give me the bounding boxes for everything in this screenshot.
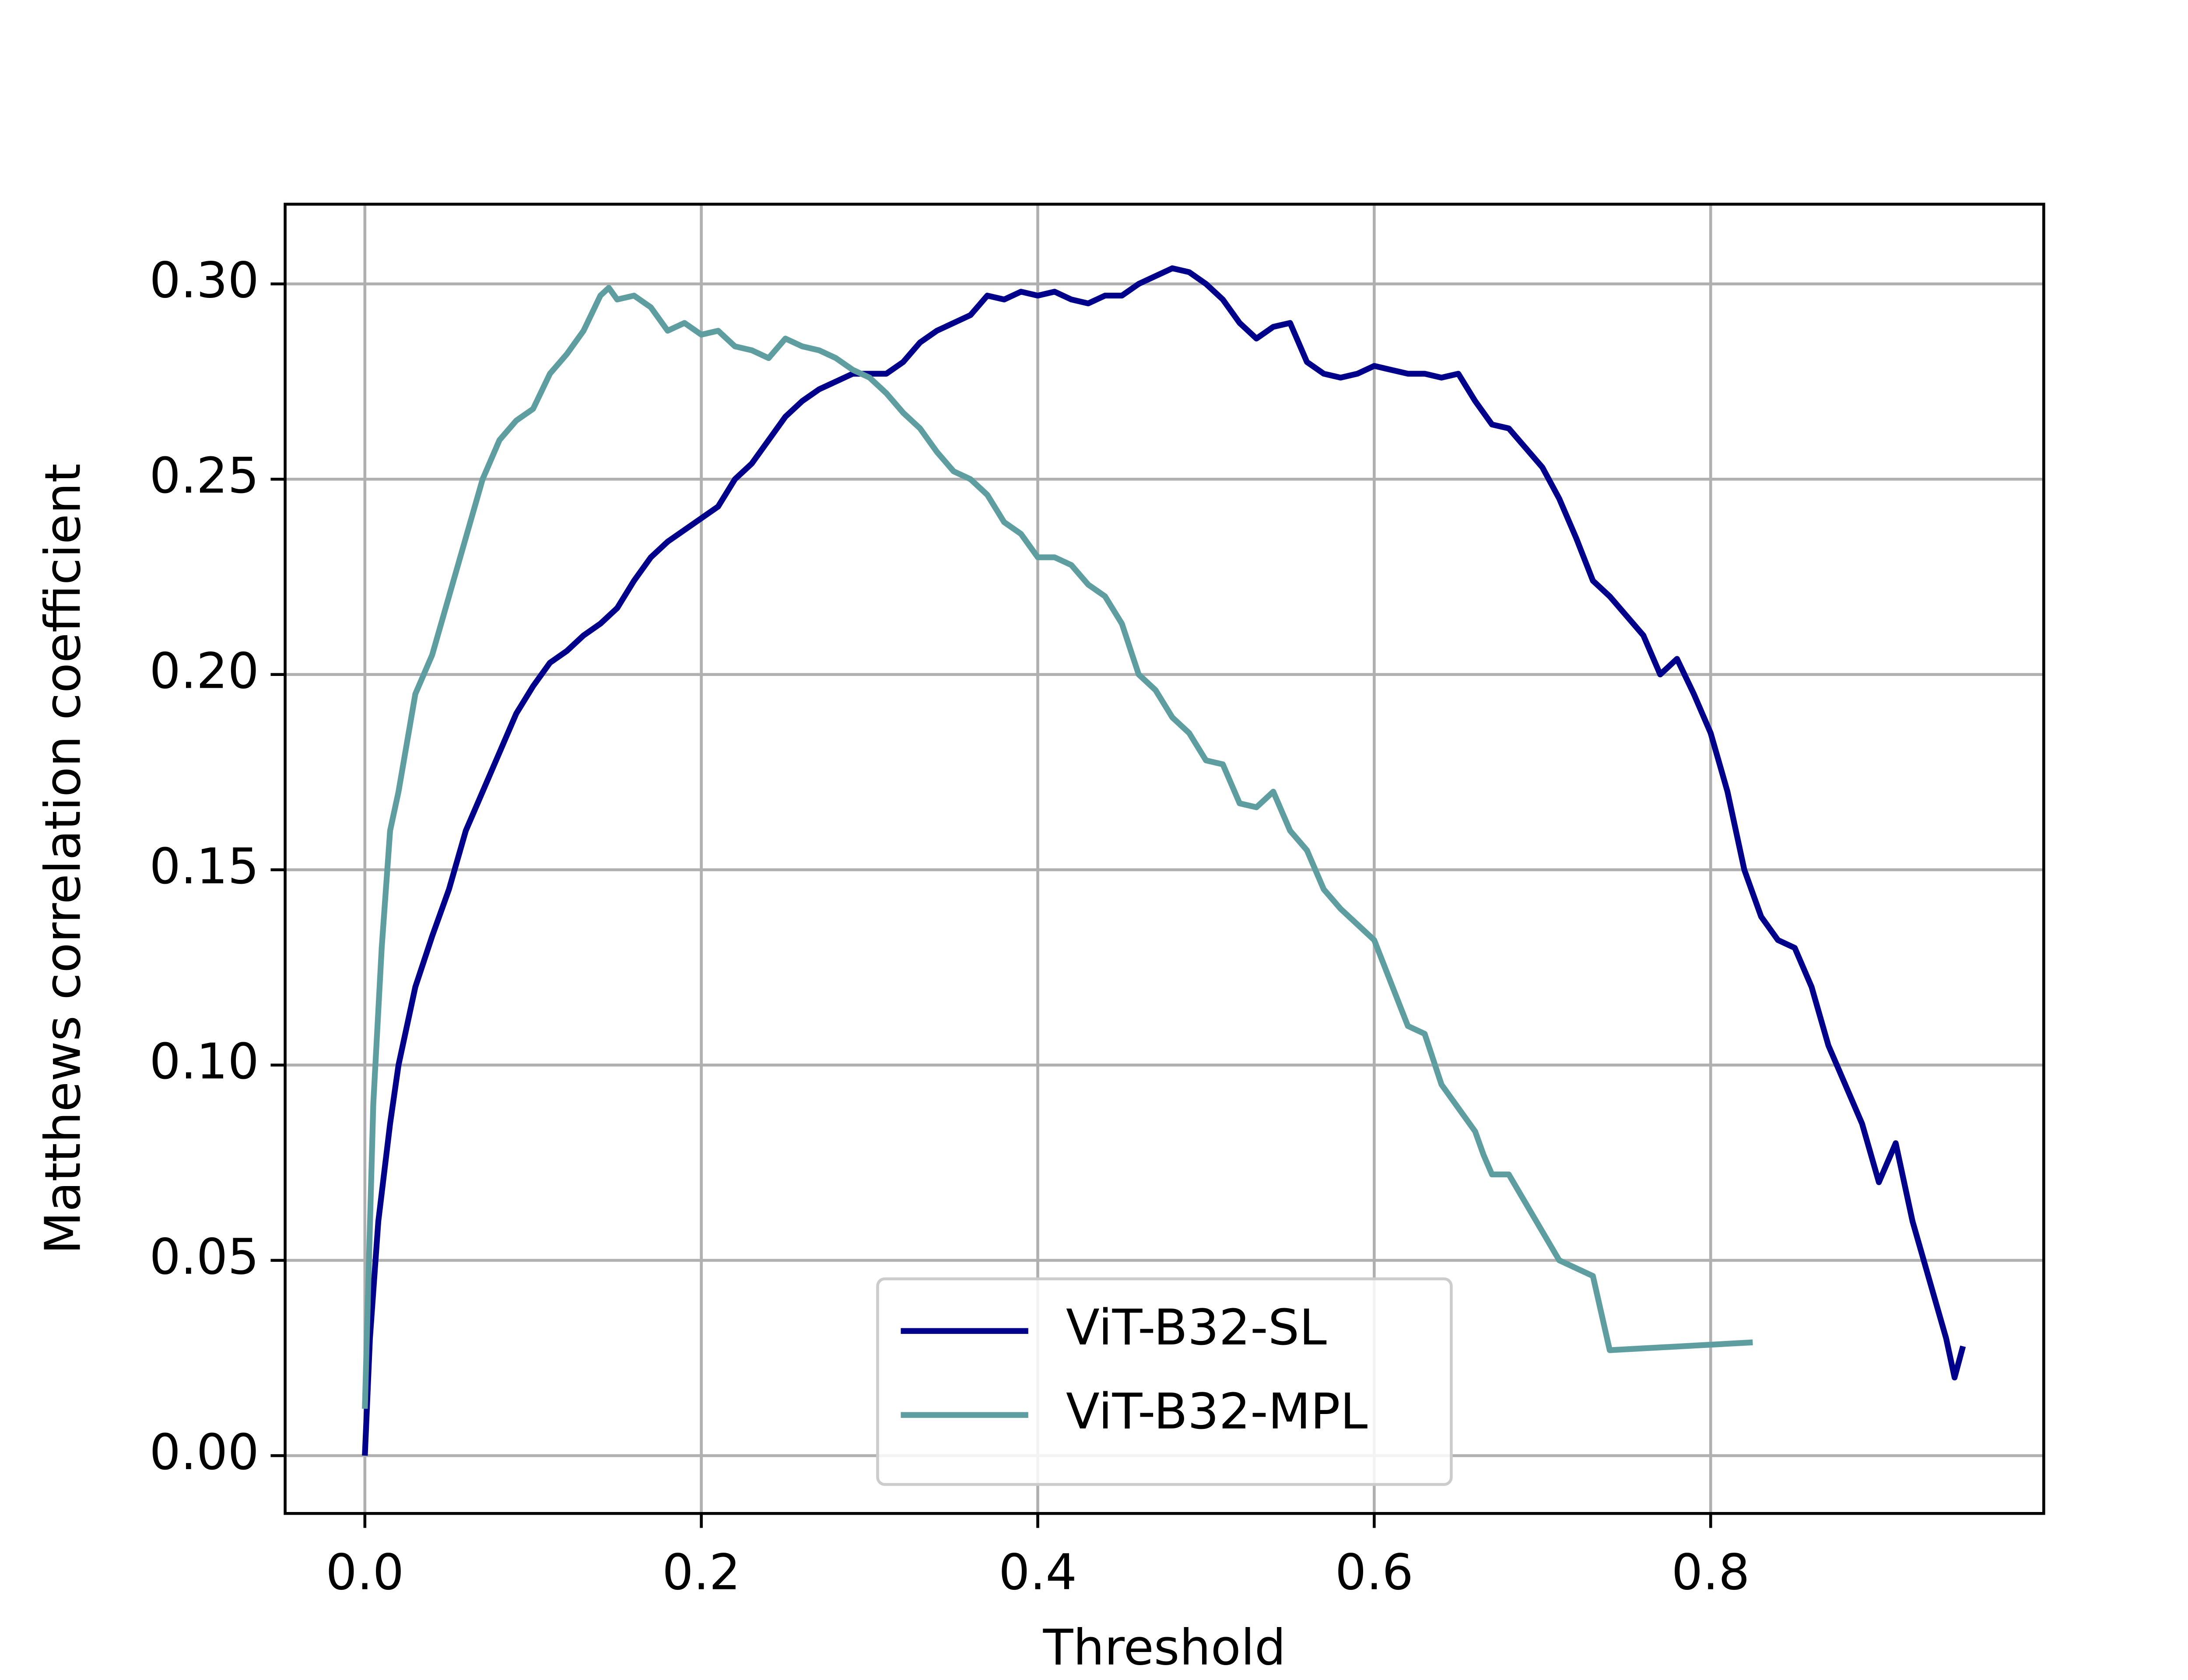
y-tick-label: 0.05 bbox=[149, 1228, 259, 1286]
x-tick-label: 0.2 bbox=[662, 1544, 740, 1601]
plot-frame bbox=[284, 203, 2045, 1515]
y-tick-label: 0.00 bbox=[149, 1424, 259, 1481]
lines-layer bbox=[362, 265, 1966, 1456]
y-tick-label: 0.25 bbox=[149, 447, 259, 504]
data-line bbox=[362, 265, 1966, 1456]
y-tick-label: 0.10 bbox=[149, 1033, 259, 1090]
data-line bbox=[362, 285, 1753, 1409]
x-tick-label: 0.0 bbox=[326, 1544, 404, 1601]
x-tick-label: 0.6 bbox=[1335, 1544, 1413, 1601]
x-tick-label: 0.8 bbox=[1672, 1544, 1750, 1601]
y-tick-label: 0.15 bbox=[149, 838, 259, 895]
y-axis-label: Matthews correlation coefficient bbox=[34, 463, 91, 1254]
x-tick-label: 0.4 bbox=[999, 1544, 1077, 1601]
y-tick-label: 0.30 bbox=[149, 252, 259, 309]
legend: ViT-B32-SL ViT-B32-MPL bbox=[876, 1277, 1453, 1486]
x-axis-label: Threshold bbox=[1043, 1619, 1286, 1676]
legend-label: ViT-B32-SL bbox=[1066, 1299, 1327, 1356]
grid-layer bbox=[285, 204, 2044, 1514]
legend-label: ViT-B32-MPL bbox=[1066, 1383, 1368, 1440]
y-tick-label: 0.20 bbox=[149, 642, 259, 700]
